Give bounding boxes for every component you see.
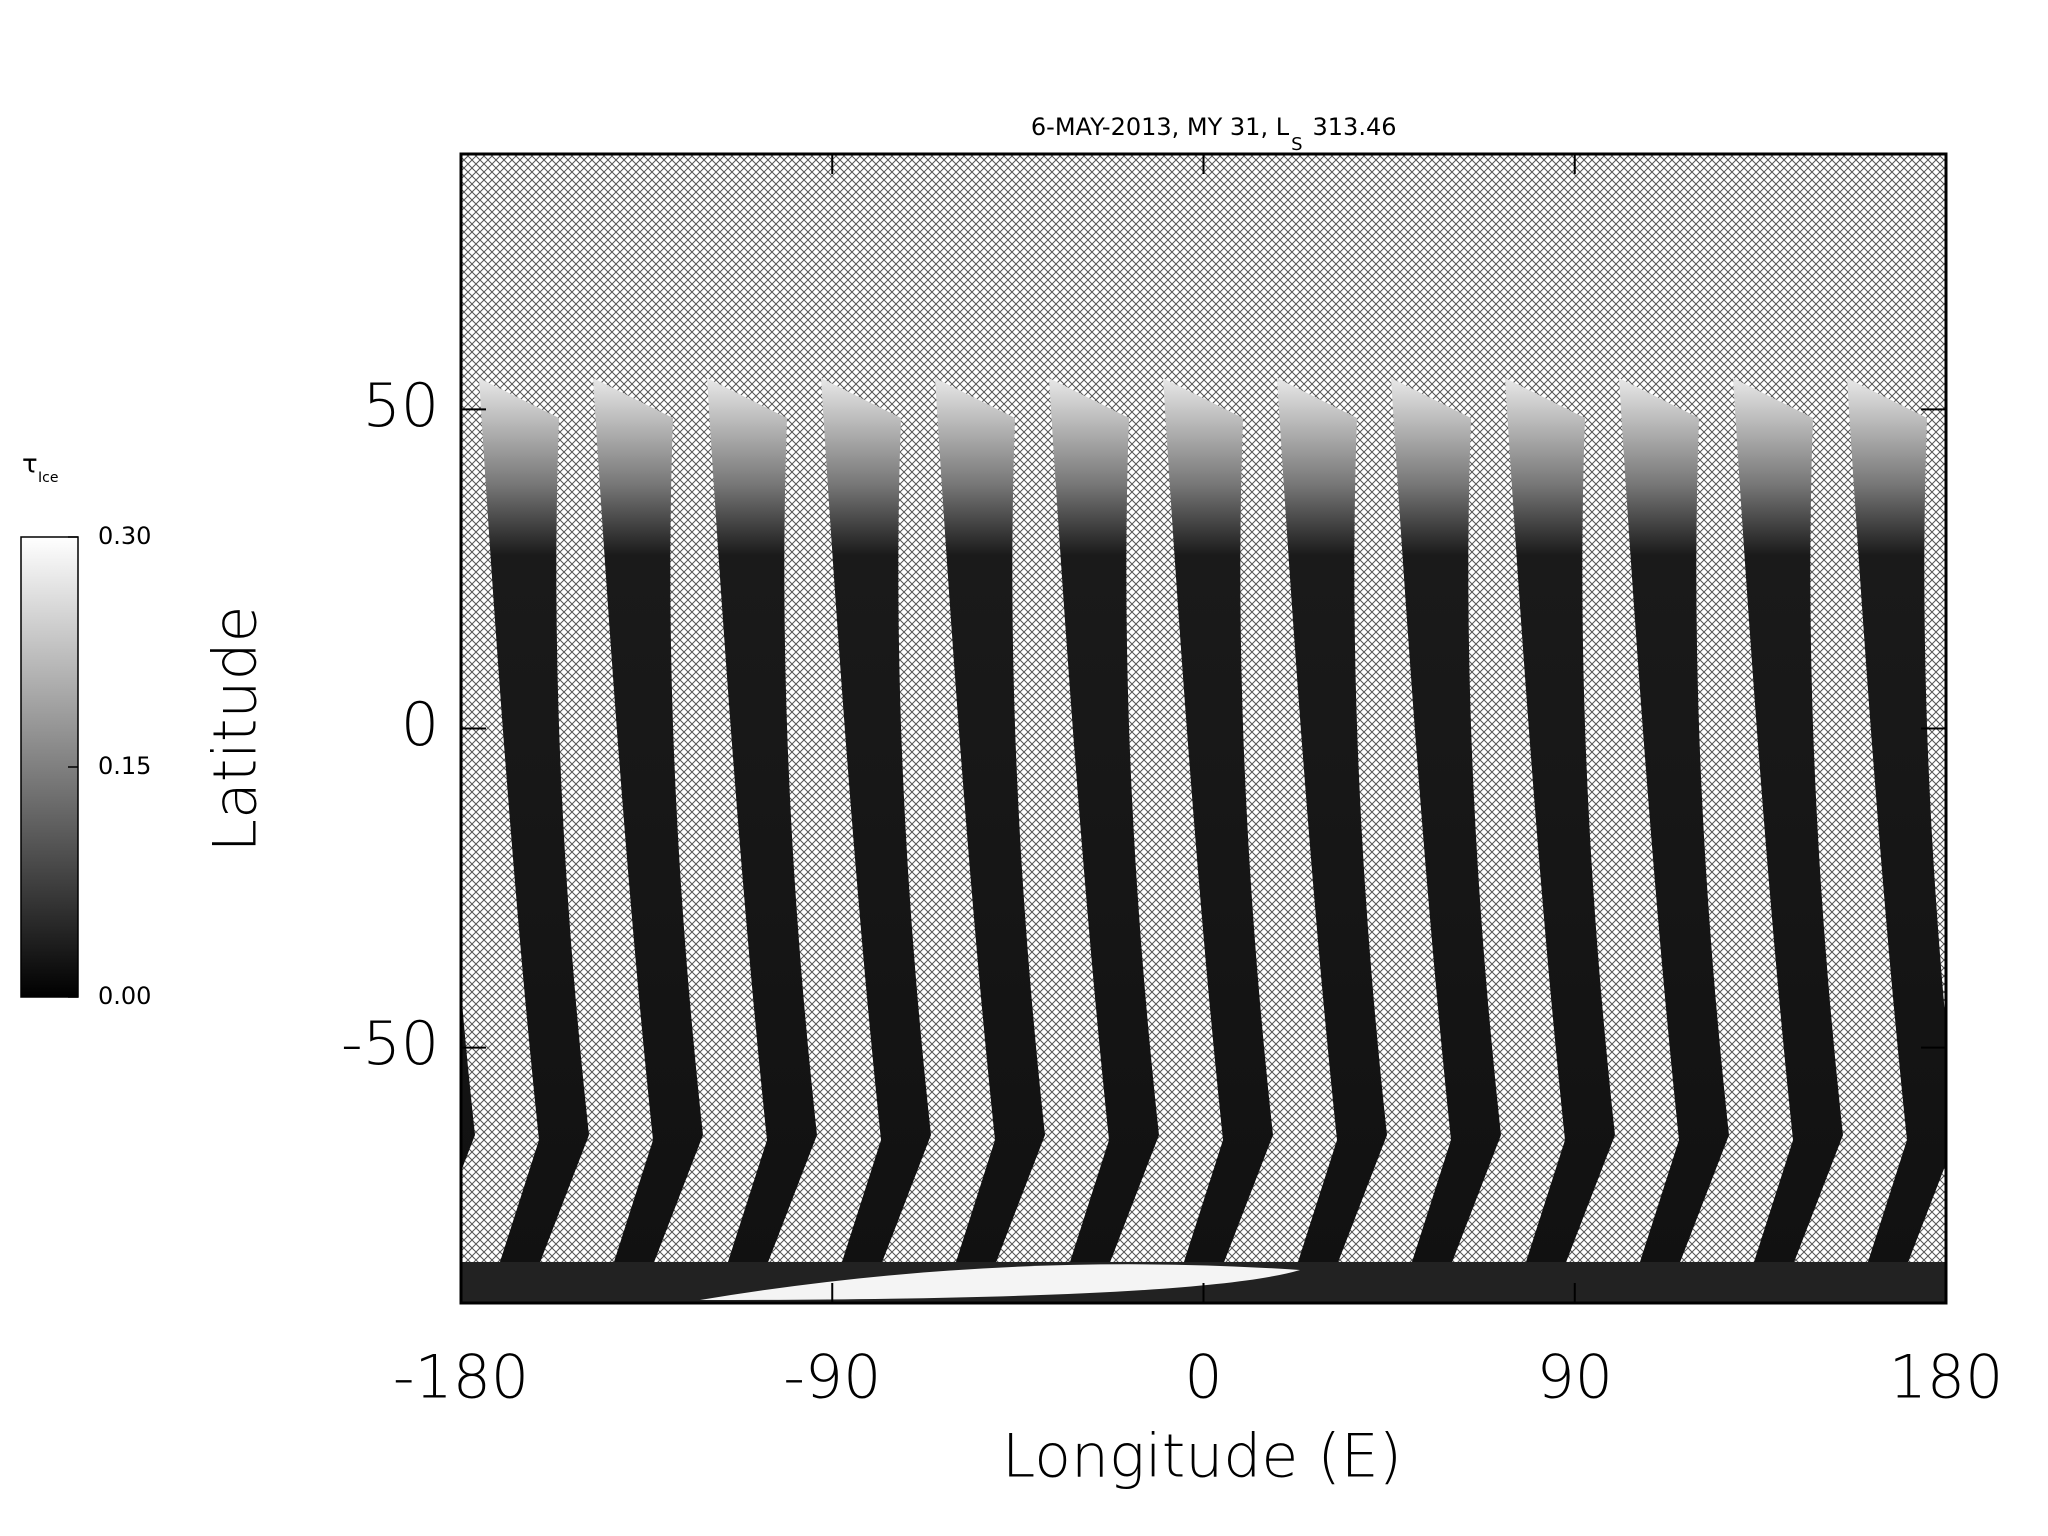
swath [1505,378,1615,1265]
colorbar-label-subscript: Ice [38,470,58,486]
y-axis-label: Latitude [201,606,271,853]
y-tick-label: 0 [401,690,439,760]
x-tick-label: 90 [1537,1343,1613,1413]
title-subscript: S [1291,134,1302,155]
swath [1277,378,1387,1265]
x-tick-label: 180 [1889,1343,2004,1413]
swath [461,990,475,1172]
x-tick-label: -180 [393,1343,529,1413]
x-axis-label: Longitude (E) [1002,1422,1402,1492]
swath [1847,378,1946,1265]
swath [1619,378,1729,1265]
swath [1049,378,1159,1265]
swath [1733,378,1843,1265]
swath [593,378,703,1265]
swath [479,378,589,1265]
swath [821,378,931,1265]
swath [707,378,817,1265]
colorbar-tick-label: 0.15 [98,752,151,780]
swath [935,378,1045,1265]
polar-cap-bright [700,1264,1300,1300]
x-tick-label: -90 [783,1343,881,1413]
colorbar-tick-label: 0.30 [98,522,151,550]
swaths [461,378,1946,1265]
chart-title: 6-MAY-2013, MY 31, L [1031,113,1290,141]
title-value: 313.46 [1313,113,1397,141]
y-tick-label: -50 [341,1009,439,1079]
x-tick-label: 0 [1184,1343,1222,1413]
swath [1391,378,1501,1265]
y-tick-label: 50 [363,371,439,441]
colorbar-label: τ [22,450,38,480]
swath [1163,378,1273,1265]
colorbar-tick-label: 0.00 [98,982,151,1010]
